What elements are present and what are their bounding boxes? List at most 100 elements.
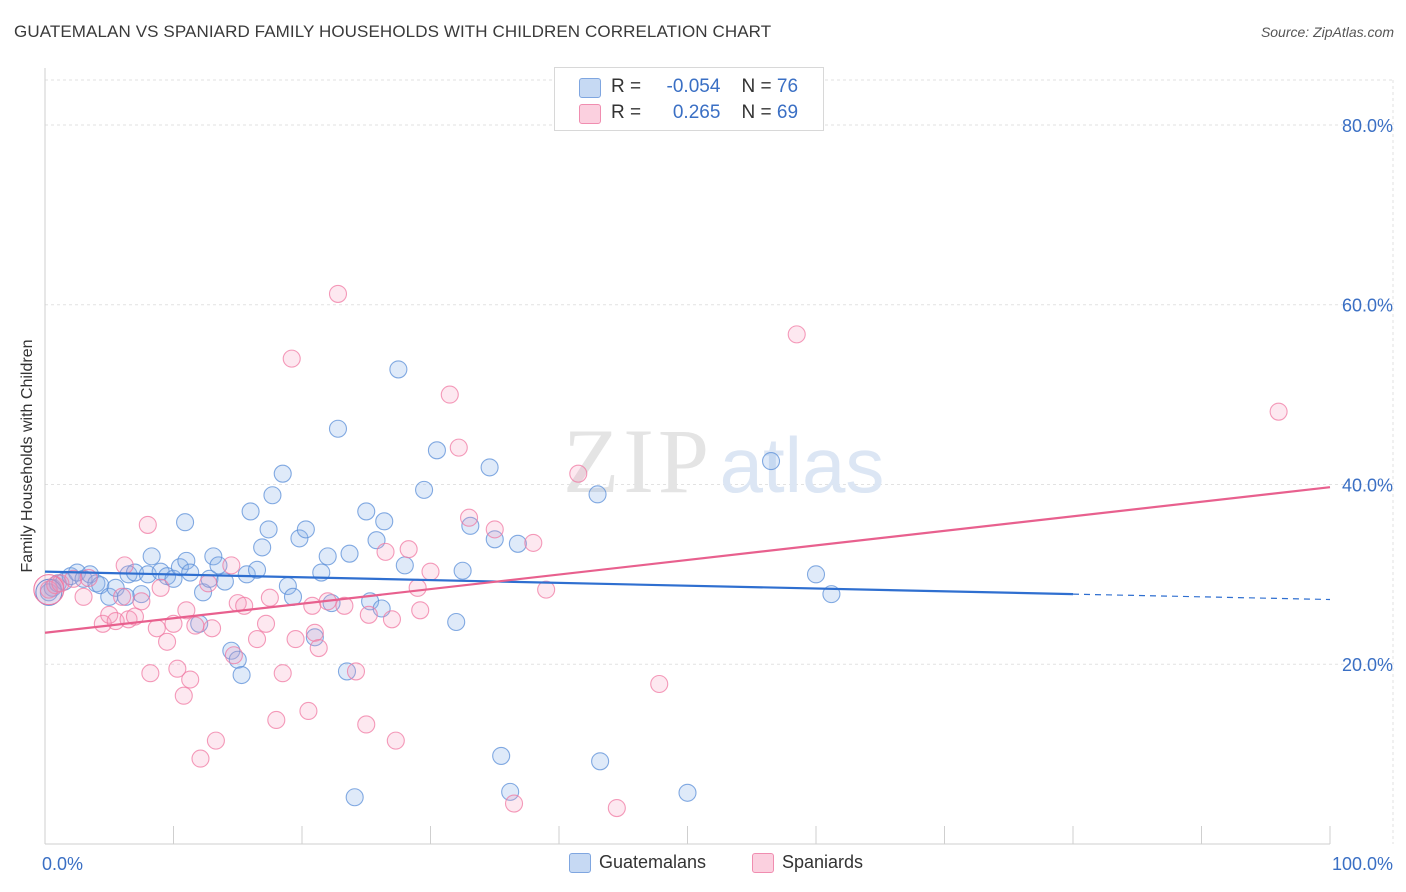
point-guatemalans xyxy=(132,585,151,604)
point-guatemalans xyxy=(177,551,196,570)
trend-line-guatemalans-extension xyxy=(1072,593,1331,601)
point-spaniards xyxy=(267,710,286,730)
point-spaniards xyxy=(537,580,556,599)
point-spaniards xyxy=(132,592,151,611)
point-spaniards xyxy=(411,601,430,620)
point-spaniards xyxy=(64,569,83,588)
legend-r-value-spaniards: 0.265 xyxy=(672,102,721,123)
y-tick-label: 80.0% xyxy=(1342,116,1393,136)
trend-line-guatemalans xyxy=(44,570,1074,596)
point-guatemalans xyxy=(181,563,200,582)
bottom-legend-swatch-guatemalans xyxy=(569,853,591,873)
point-guatemalans xyxy=(232,665,251,685)
point-guatemalans xyxy=(263,486,282,505)
point-spaniards xyxy=(256,614,276,633)
point-spaniards xyxy=(141,664,160,683)
point-guatemalans xyxy=(345,788,364,807)
point-spaniards xyxy=(1269,402,1288,421)
point-spaniards xyxy=(449,438,468,457)
watermark-atlas: atlas xyxy=(720,421,885,509)
point-spaniards xyxy=(382,610,402,629)
point-spaniards xyxy=(247,630,267,649)
point-spaniards xyxy=(138,515,157,534)
point-guatemalans xyxy=(427,441,446,460)
point-guatemalans xyxy=(485,530,504,549)
point-spaniards xyxy=(168,659,187,678)
bottom-legend-label-guatemalans: Guatemalans xyxy=(599,852,707,872)
point-spaniards xyxy=(440,385,459,404)
point-spaniards xyxy=(607,798,626,818)
point-spaniards xyxy=(125,607,144,626)
point-guatemalans xyxy=(176,513,195,532)
point-spaniards xyxy=(151,578,170,597)
point-guatemalans xyxy=(806,565,826,584)
point-guatemalans xyxy=(395,556,414,575)
point-guatemalans xyxy=(318,547,337,566)
point-guatemalans xyxy=(357,502,376,521)
bottom-legend-swatch-spaniards xyxy=(752,853,774,873)
chart-source: Source: ZipAtlas.com xyxy=(1260,24,1394,40)
point-spaniards xyxy=(286,630,305,649)
point-spaniards xyxy=(206,731,225,750)
point-spaniards xyxy=(181,670,200,689)
point-spaniards xyxy=(524,533,543,552)
point-spaniards xyxy=(74,587,93,606)
point-guatemalans xyxy=(415,480,434,499)
point-guatemalans xyxy=(340,544,359,563)
y-tick-label: 40.0% xyxy=(1342,475,1393,495)
point-spaniards xyxy=(260,588,279,607)
point-spaniards xyxy=(191,749,210,768)
point-guatemalans xyxy=(106,578,125,597)
point-spaniards xyxy=(346,662,366,681)
point-guatemalans xyxy=(492,746,511,765)
watermark-zip: ZIP xyxy=(563,410,713,512)
chart-title: GUATEMALAN VS SPANIARD FAMILY HOUSEHOLDS… xyxy=(14,22,772,41)
point-guatemalans xyxy=(501,782,520,801)
trend-line-spaniards xyxy=(44,486,1331,634)
y-tick-label: 20.0% xyxy=(1342,655,1393,675)
point-guatemalans xyxy=(142,547,161,566)
point-spaniards xyxy=(328,284,348,303)
axes xyxy=(44,68,1331,845)
point-spaniards xyxy=(158,632,177,651)
point-spaniards xyxy=(305,623,324,642)
y-tick-label: 60.0% xyxy=(1342,296,1393,316)
point-spaniards xyxy=(203,619,222,638)
point-spaniards xyxy=(408,578,427,597)
point-guatemalans xyxy=(508,534,527,553)
point-guatemalans xyxy=(678,783,697,802)
point-spaniards xyxy=(177,601,196,620)
point-guatemalans xyxy=(290,529,309,548)
point-guatemalans xyxy=(237,565,256,584)
point-spaniards xyxy=(485,520,504,539)
point-spaniards xyxy=(224,646,243,665)
point-guatemalans xyxy=(296,520,315,539)
stats-legend: R = -0.054 N = 76 R = 0.265 N = 69 xyxy=(554,67,824,131)
bottom-legend-label-spaniards: Spaniards xyxy=(782,852,864,872)
point-spaniards xyxy=(113,587,132,606)
watermark: ZIP atlas xyxy=(563,410,884,512)
point-guatemalans xyxy=(588,485,607,504)
x-tick-label-max: 100.0% xyxy=(1332,854,1393,874)
legend-n-label: N = xyxy=(741,76,772,97)
point-spaniards xyxy=(569,464,588,483)
point-spaniards xyxy=(650,674,669,694)
legend-n-value-guatemalans: 76 xyxy=(776,76,799,97)
point-spaniards xyxy=(787,325,806,344)
point-spaniards xyxy=(504,794,524,813)
point-guatemalans xyxy=(273,464,292,483)
point-guatemalans xyxy=(247,560,267,579)
point-guatemalans xyxy=(447,612,466,632)
point-guatemalans xyxy=(328,419,348,438)
point-guatemalans xyxy=(204,547,223,566)
legend-r-label: R = xyxy=(611,76,642,97)
point-guatemalans xyxy=(453,561,472,580)
legend-r-value-guatemalans: -0.054 xyxy=(666,76,721,97)
point-spaniards xyxy=(273,664,292,683)
gridlines xyxy=(45,79,1394,844)
legend-swatch-guatemalans xyxy=(579,78,601,98)
legend-n-label: N = xyxy=(741,102,772,123)
point-spaniards xyxy=(357,715,376,734)
point-spaniards xyxy=(303,596,322,615)
